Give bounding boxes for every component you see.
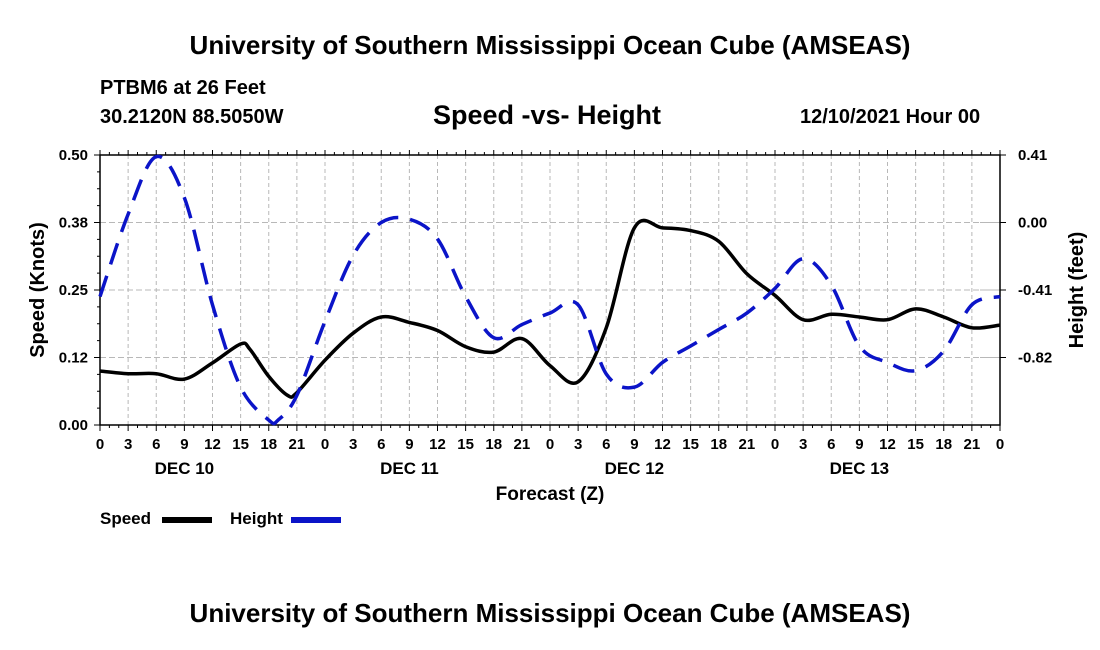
x-tick-label: 18 [485,436,502,453]
legend-height-swatch [291,517,341,523]
legend-height-label: Height [230,509,283,528]
y-right-tick-label: 0.00 [1018,215,1047,232]
x-tick-label: 3 [124,436,132,453]
x-tick-label: 15 [907,436,924,453]
bottom-title: University of Southern Mississippi Ocean… [189,598,911,628]
day-label: DEC 13 [830,459,890,478]
y-left-tick-label: 0.00 [59,417,88,434]
y-right-tick-label: -0.41 [1018,282,1052,299]
day-label: DEC 11 [380,459,439,478]
legend-speed-swatch [162,517,212,523]
x-tick-label: 6 [827,436,835,453]
x-tick-label: 18 [260,436,277,453]
coordinates-label: 30.2120N 88.5050W [100,106,284,128]
x-tick-label: 6 [152,436,160,453]
series-line-speed [99,218,1001,399]
day-label: DEC 12 [605,459,665,478]
legend-speed-label: Speed [100,509,152,528]
x-tick-label: 9 [180,436,188,453]
x-tick-label: 0 [546,436,554,453]
series-line-height [98,154,1001,426]
x-axis-title: Forecast (Z) [496,484,605,505]
chart-subtitle: Speed -vs- Height [433,100,662,130]
x-tick-label: 9 [630,436,638,453]
y-left-axis-title: Speed (Knots) [27,222,49,358]
x-tick-label: 6 [377,436,385,453]
x-tick-label: 15 [457,436,474,453]
y-left-tick-label: 0.12 [59,350,88,367]
y-left-tick-label: 0.25 [59,282,88,299]
y-left-tick-label: 0.50 [59,147,88,164]
x-tick-label: 3 [574,436,582,453]
x-tick-label: 12 [654,436,671,453]
x-tick-label: 15 [682,436,699,453]
y-right-tick-label: -0.82 [1018,350,1052,367]
x-tick-label: 21 [289,436,306,453]
y-right-tick-label: 0.41 [1018,147,1047,164]
date-label: 12/10/2021 Hour 00 [800,106,981,128]
x-tick-label: 9 [405,436,413,453]
x-tick-label: 21 [964,436,981,453]
x-tick-label: 12 [204,436,221,453]
x-tick-label: 0 [96,436,104,453]
x-tick-label: 12 [429,436,446,453]
x-tick-label: 3 [799,436,807,453]
top-title: University of Southern Mississippi Ocean… [189,30,911,60]
x-tick-label: 9 [855,436,863,453]
x-tick-label: 0 [771,436,779,453]
plot-frame [99,154,1001,426]
y-right-axis-title: Height (feet) [1066,232,1088,349]
x-tick-label: 15 [232,436,249,453]
station-label: PTBM6 at 26 Feet [100,77,266,99]
y-left-tick-label: 0.38 [59,215,88,232]
day-label: DEC 10 [155,459,215,478]
x-tick-label: 21 [514,436,531,453]
x-tick-label: 3 [349,436,357,453]
x-tick-label: 12 [879,436,896,453]
x-tick-label: 0 [321,436,329,453]
x-tick-label: 6 [602,436,610,453]
x-tick-label: 18 [935,436,952,453]
x-tick-label: 18 [710,436,727,453]
x-tick-label: 21 [739,436,756,453]
x-tick-label: 0 [996,436,1004,453]
